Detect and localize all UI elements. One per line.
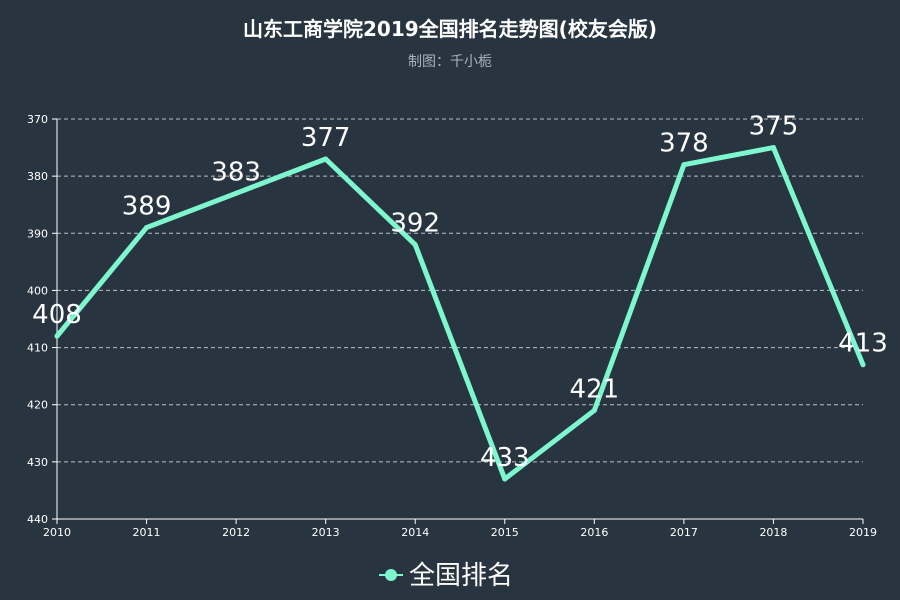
- series-layer: [54, 145, 866, 482]
- data-label: 413: [838, 329, 888, 359]
- data-labels: 408 389 383 377 392 433 421 378 375 413: [32, 112, 888, 473]
- data-point[interactable]: [144, 225, 150, 231]
- x-tick-label: 2017: [670, 526, 698, 539]
- x-tick-label: 2014: [401, 526, 429, 539]
- chart-subtitle: 制图：千小栀: [408, 54, 492, 70]
- data-point[interactable]: [412, 242, 418, 248]
- grid-lines: [57, 118, 863, 463]
- data-label: 378: [659, 129, 709, 159]
- y-tick-label: 380: [27, 170, 48, 183]
- y-tick-label: 370: [27, 113, 48, 126]
- data-label: 421: [570, 374, 620, 404]
- y-tick-label: 390: [27, 227, 48, 240]
- data-point[interactable]: [681, 162, 687, 168]
- data-label: 389: [122, 192, 172, 222]
- series-line: [54, 145, 866, 482]
- legend-label: 全国排名: [409, 561, 513, 591]
- data-point[interactable]: [54, 333, 60, 339]
- data-point[interactable]: [233, 190, 239, 196]
- data-label: 383: [211, 157, 261, 187]
- y-tick-label: 430: [27, 456, 48, 469]
- y-axis: 370 380 390 400 410 420 430 440: [27, 113, 58, 526]
- data-label: 375: [749, 112, 799, 142]
- legend-marker-dot: [385, 569, 397, 581]
- y-tick-label: 400: [27, 284, 48, 297]
- y-tick-label: 420: [27, 399, 48, 412]
- chart-title: 山东工商学院2019全国排名走势图(校友会版): [243, 17, 657, 41]
- x-tick-label: 2011: [133, 526, 161, 539]
- data-point[interactable]: [502, 476, 508, 482]
- data-point[interactable]: [860, 362, 866, 368]
- data-label: 408: [32, 300, 82, 330]
- x-tick-label: 2013: [312, 526, 340, 539]
- x-tick-label: 2018: [759, 526, 787, 539]
- data-point[interactable]: [770, 145, 776, 151]
- x-tick-label: 2010: [43, 526, 71, 539]
- x-tick-label: 2019: [849, 526, 877, 539]
- y-tick-label: 440: [27, 513, 48, 526]
- data-point[interactable]: [323, 156, 329, 162]
- data-label: 433: [480, 443, 530, 473]
- legend[interactable]: 全国排名: [379, 561, 513, 591]
- data-label: 392: [390, 209, 440, 239]
- x-tick-label: 2015: [491, 526, 519, 539]
- data-label: 377: [301, 123, 351, 153]
- x-tick-label: 2016: [580, 526, 608, 539]
- y-tick-label: 410: [27, 342, 48, 355]
- x-axis: 2010 2011 2012 2013 2014 2015 2016 2017 2018 2019: [43, 518, 877, 539]
- data-point[interactable]: [591, 407, 597, 413]
- x-tick-label: 2012: [222, 526, 250, 539]
